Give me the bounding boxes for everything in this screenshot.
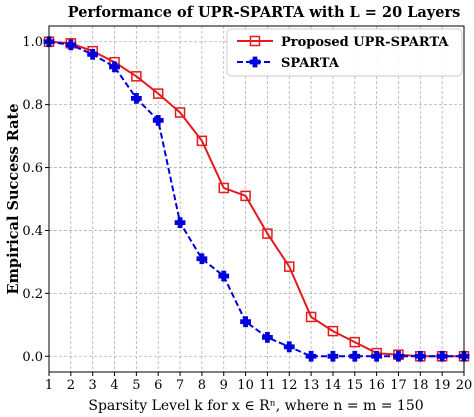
data-point-proposed-upr-sparta [284, 261, 295, 272]
y-tick-label: 0.6 [22, 161, 43, 176]
x-tick-label: 3 [89, 378, 97, 393]
data-point-proposed-upr-sparta [152, 88, 164, 99]
data-point-sparta [305, 350, 317, 362]
x-tick-label: 12 [281, 378, 298, 393]
data-point-sparta [436, 350, 448, 362]
x-tick-label: 20 [456, 378, 473, 393]
y-tick-label: 1.0 [22, 35, 43, 50]
y-tick-label: 0.2 [22, 287, 43, 302]
data-point-proposed-upr-sparta [305, 311, 317, 323]
x-tick-label: 13 [303, 378, 320, 393]
y-axis-ticks: 0.0 0.2 0.4 0.6 0.8 1.0 [22, 35, 49, 365]
series-layer [43, 36, 470, 362]
data-point-sparta [218, 270, 230, 282]
data-point-sparta [109, 61, 120, 73]
data-point-sparta [414, 350, 426, 362]
data-point-proposed-upr-sparta [349, 336, 361, 348]
data-point-sparta [130, 92, 142, 104]
x-tick-label: 4 [110, 378, 118, 393]
y-axis-label: Empirical Success Rate [5, 104, 22, 295]
grid [48, 26, 465, 372]
data-point-proposed-upr-sparta [240, 190, 251, 202]
x-axis-ticks: 1 2 3 4 5 6 7 8 9 10 11 12 13 14 15 16 17 18 19 20 [45, 372, 472, 393]
x-tick-label: 17 [390, 378, 407, 393]
data-point-proposed-upr-sparta [131, 71, 142, 82]
x-tick-label: 1 [45, 378, 53, 393]
x-tick-label: 18 [412, 378, 429, 393]
data-point-sparta [196, 253, 208, 265]
x-tick-label: 6 [154, 378, 162, 393]
data-point-sparta [262, 332, 273, 343]
series-line-proposed-upr-sparta [48, 40, 464, 358]
data-point-proposed-upr-sparta [174, 107, 186, 118]
x-tick-label: 16 [368, 378, 385, 393]
x-tick-label: 2 [67, 378, 75, 393]
data-point-sparta [87, 48, 99, 60]
data-point-sparta [327, 350, 339, 362]
x-tick-label: 8 [198, 378, 206, 393]
data-point-proposed-upr-sparta [218, 182, 229, 194]
y-tick-label: 0.0 [22, 350, 43, 365]
legend-marker-sparta [249, 56, 261, 68]
x-tick-label: 7 [176, 378, 184, 393]
series-line-sparta [48, 40, 464, 358]
x-tick-label: 15 [347, 378, 364, 393]
legend-box [226, 28, 463, 77]
chart-title: Performance of UPR-SPARTA with L = 20 La… [68, 4, 461, 21]
legend: Proposed UPR-SPARTA SPARTA [226, 28, 463, 77]
y-tick-label: 0.4 [22, 224, 43, 239]
plot-frame [48, 25, 465, 373]
data-point-proposed-upr-sparta [196, 135, 208, 147]
x-tick-label: 19 [434, 378, 451, 393]
data-point-sparta [371, 350, 383, 362]
legend-marker-upr-sparta [249, 35, 261, 47]
x-tick-label: 9 [220, 378, 228, 393]
data-point-sparta [174, 217, 186, 228]
data-point-sparta [283, 341, 295, 353]
x-tick-label: 14 [325, 378, 342, 393]
y-tick-label: 0.8 [22, 98, 43, 113]
data-point-sparta [240, 316, 251, 328]
data-point-sparta [152, 114, 164, 126]
data-point-proposed-upr-sparta [262, 228, 273, 239]
x-tick-label: 11 [259, 378, 276, 393]
data-point-sparta [65, 39, 77, 51]
x-axis-label: Sparsity Level k for x ∈ Rⁿ, where n = m… [88, 398, 423, 414]
x-tick-label: 5 [132, 378, 140, 393]
data-point-sparta [349, 350, 361, 362]
legend-label-sparta: SPARTA [281, 56, 340, 71]
data-point-sparta [393, 350, 404, 362]
x-tick-label: 10 [237, 378, 254, 393]
legend-label-upr-sparta: Proposed UPR-SPARTA [281, 35, 449, 50]
data-point-proposed-upr-sparta [327, 325, 339, 337]
